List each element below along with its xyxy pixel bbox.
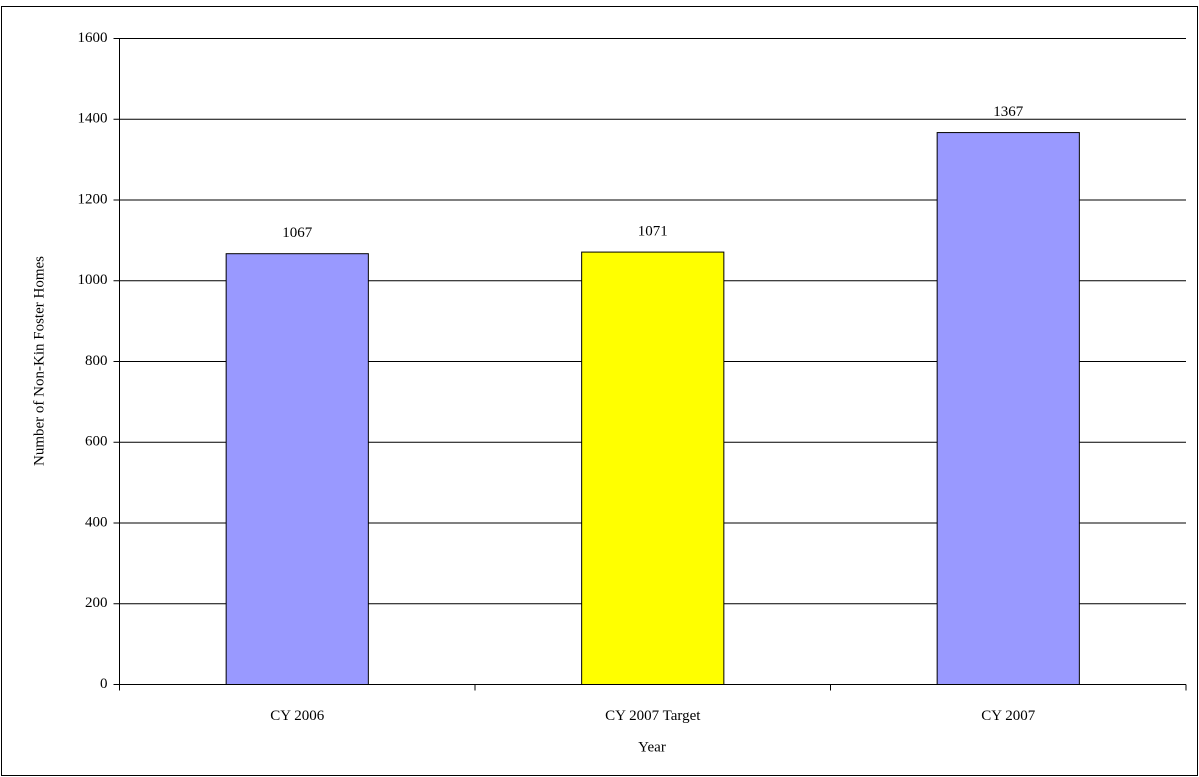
y-tick-label: 0 [100, 676, 108, 692]
x-axis-label: Year [638, 739, 666, 755]
y-tick-label: 200 [85, 595, 108, 611]
y-tick-label: 1600 [78, 30, 108, 46]
y-axis-label: Number of Non-Kin Foster Homes [31, 256, 47, 466]
y-tick-label: 1000 [78, 272, 108, 288]
bar [936, 132, 1080, 686]
bar [581, 251, 725, 686]
data-label: 1071 [638, 224, 668, 240]
bar [225, 253, 369, 685]
x-tick-label: CY 2006 [270, 708, 325, 724]
y-tick-label: 400 [85, 514, 108, 530]
data-label: 1367 [993, 104, 1024, 120]
y-tick-label: 1400 [78, 111, 108, 127]
y-tick-label: 1200 [78, 191, 108, 207]
x-tick-label: CY 2007 Target [605, 708, 701, 724]
data-label: 1067 [282, 225, 313, 241]
x-tick-label: CY 2007 [981, 708, 1036, 724]
y-tick-label: 600 [85, 434, 108, 450]
y-tick-label: 800 [85, 353, 108, 369]
